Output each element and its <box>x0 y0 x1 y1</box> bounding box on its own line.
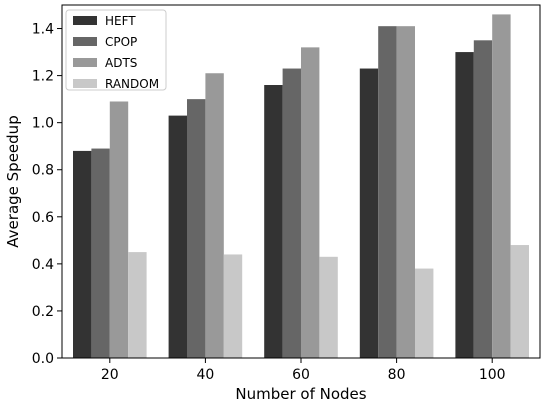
x-axis-ticks: 20 40 60 80 100 <box>101 358 506 383</box>
y-tick-label: 1.2 <box>32 69 54 85</box>
x-tick-label: 100 <box>479 367 506 383</box>
bar-cpop-60 <box>282 68 301 358</box>
bar-random-60 <box>319 256 338 358</box>
bar-random-80 <box>415 268 434 358</box>
bar-adts-20 <box>109 101 129 359</box>
legend-swatch-cpop <box>73 37 97 46</box>
x-tick-label: 20 <box>101 367 119 383</box>
y-tick-label: 1.0 <box>32 116 54 132</box>
plot-frame <box>61 4 541 359</box>
bar-heft-100 <box>455 52 474 358</box>
legend-label-random: RANDOM <box>105 77 159 91</box>
legend-swatch-random <box>73 79 97 88</box>
y-axis-ticks: 0.0 0.2 0.4 0.6 0.8 1.0 1.2 1.4 <box>32 22 62 367</box>
y-tick-label: 0.0 <box>32 351 54 367</box>
y-tick-label: 0.6 <box>32 210 54 226</box>
legend-label-heft: HEFT <box>105 14 136 28</box>
bar-random-40 <box>223 254 243 358</box>
bar-random-100 <box>510 245 529 358</box>
legend-label-cpop: CPOP <box>105 35 137 49</box>
bar-adts-40 <box>205 73 224 358</box>
legend-label-adts: ADTS <box>105 56 137 70</box>
bar-cpop-80 <box>378 26 397 359</box>
bar-heft-20 <box>73 150 92 358</box>
legend: HEFT CPOP ADTS RANDOM <box>65 9 167 91</box>
bar-cpop-100 <box>473 40 493 359</box>
bar-adts-60 <box>301 47 320 359</box>
legend-swatch-adts <box>73 58 97 67</box>
bars-group <box>73 14 529 359</box>
y-tick-label: 0.8 <box>32 163 54 179</box>
bar-random-20 <box>128 252 147 358</box>
bar-adts-100 <box>492 14 511 358</box>
bar-heft-40 <box>168 115 187 358</box>
bar-adts-80 <box>396 26 415 359</box>
x-axis-label: Number of Nodes <box>235 385 366 403</box>
y-tick-label: 1.4 <box>32 22 54 38</box>
x-tick-label: 60 <box>292 367 310 383</box>
y-axis-label: Average Speedup <box>4 115 22 247</box>
x-tick-label: 40 <box>196 367 214 383</box>
y-tick-label: 0.2 <box>32 304 54 320</box>
bar-heft-80 <box>359 68 379 358</box>
x-tick-label: 80 <box>388 367 406 383</box>
bar-heft-60 <box>264 85 283 358</box>
y-tick-label: 0.4 <box>32 257 54 273</box>
bar-cpop-40 <box>187 99 206 358</box>
legend-box <box>65 9 167 91</box>
bar-cpop-20 <box>91 148 110 358</box>
legend-swatch-heft <box>73 16 97 25</box>
